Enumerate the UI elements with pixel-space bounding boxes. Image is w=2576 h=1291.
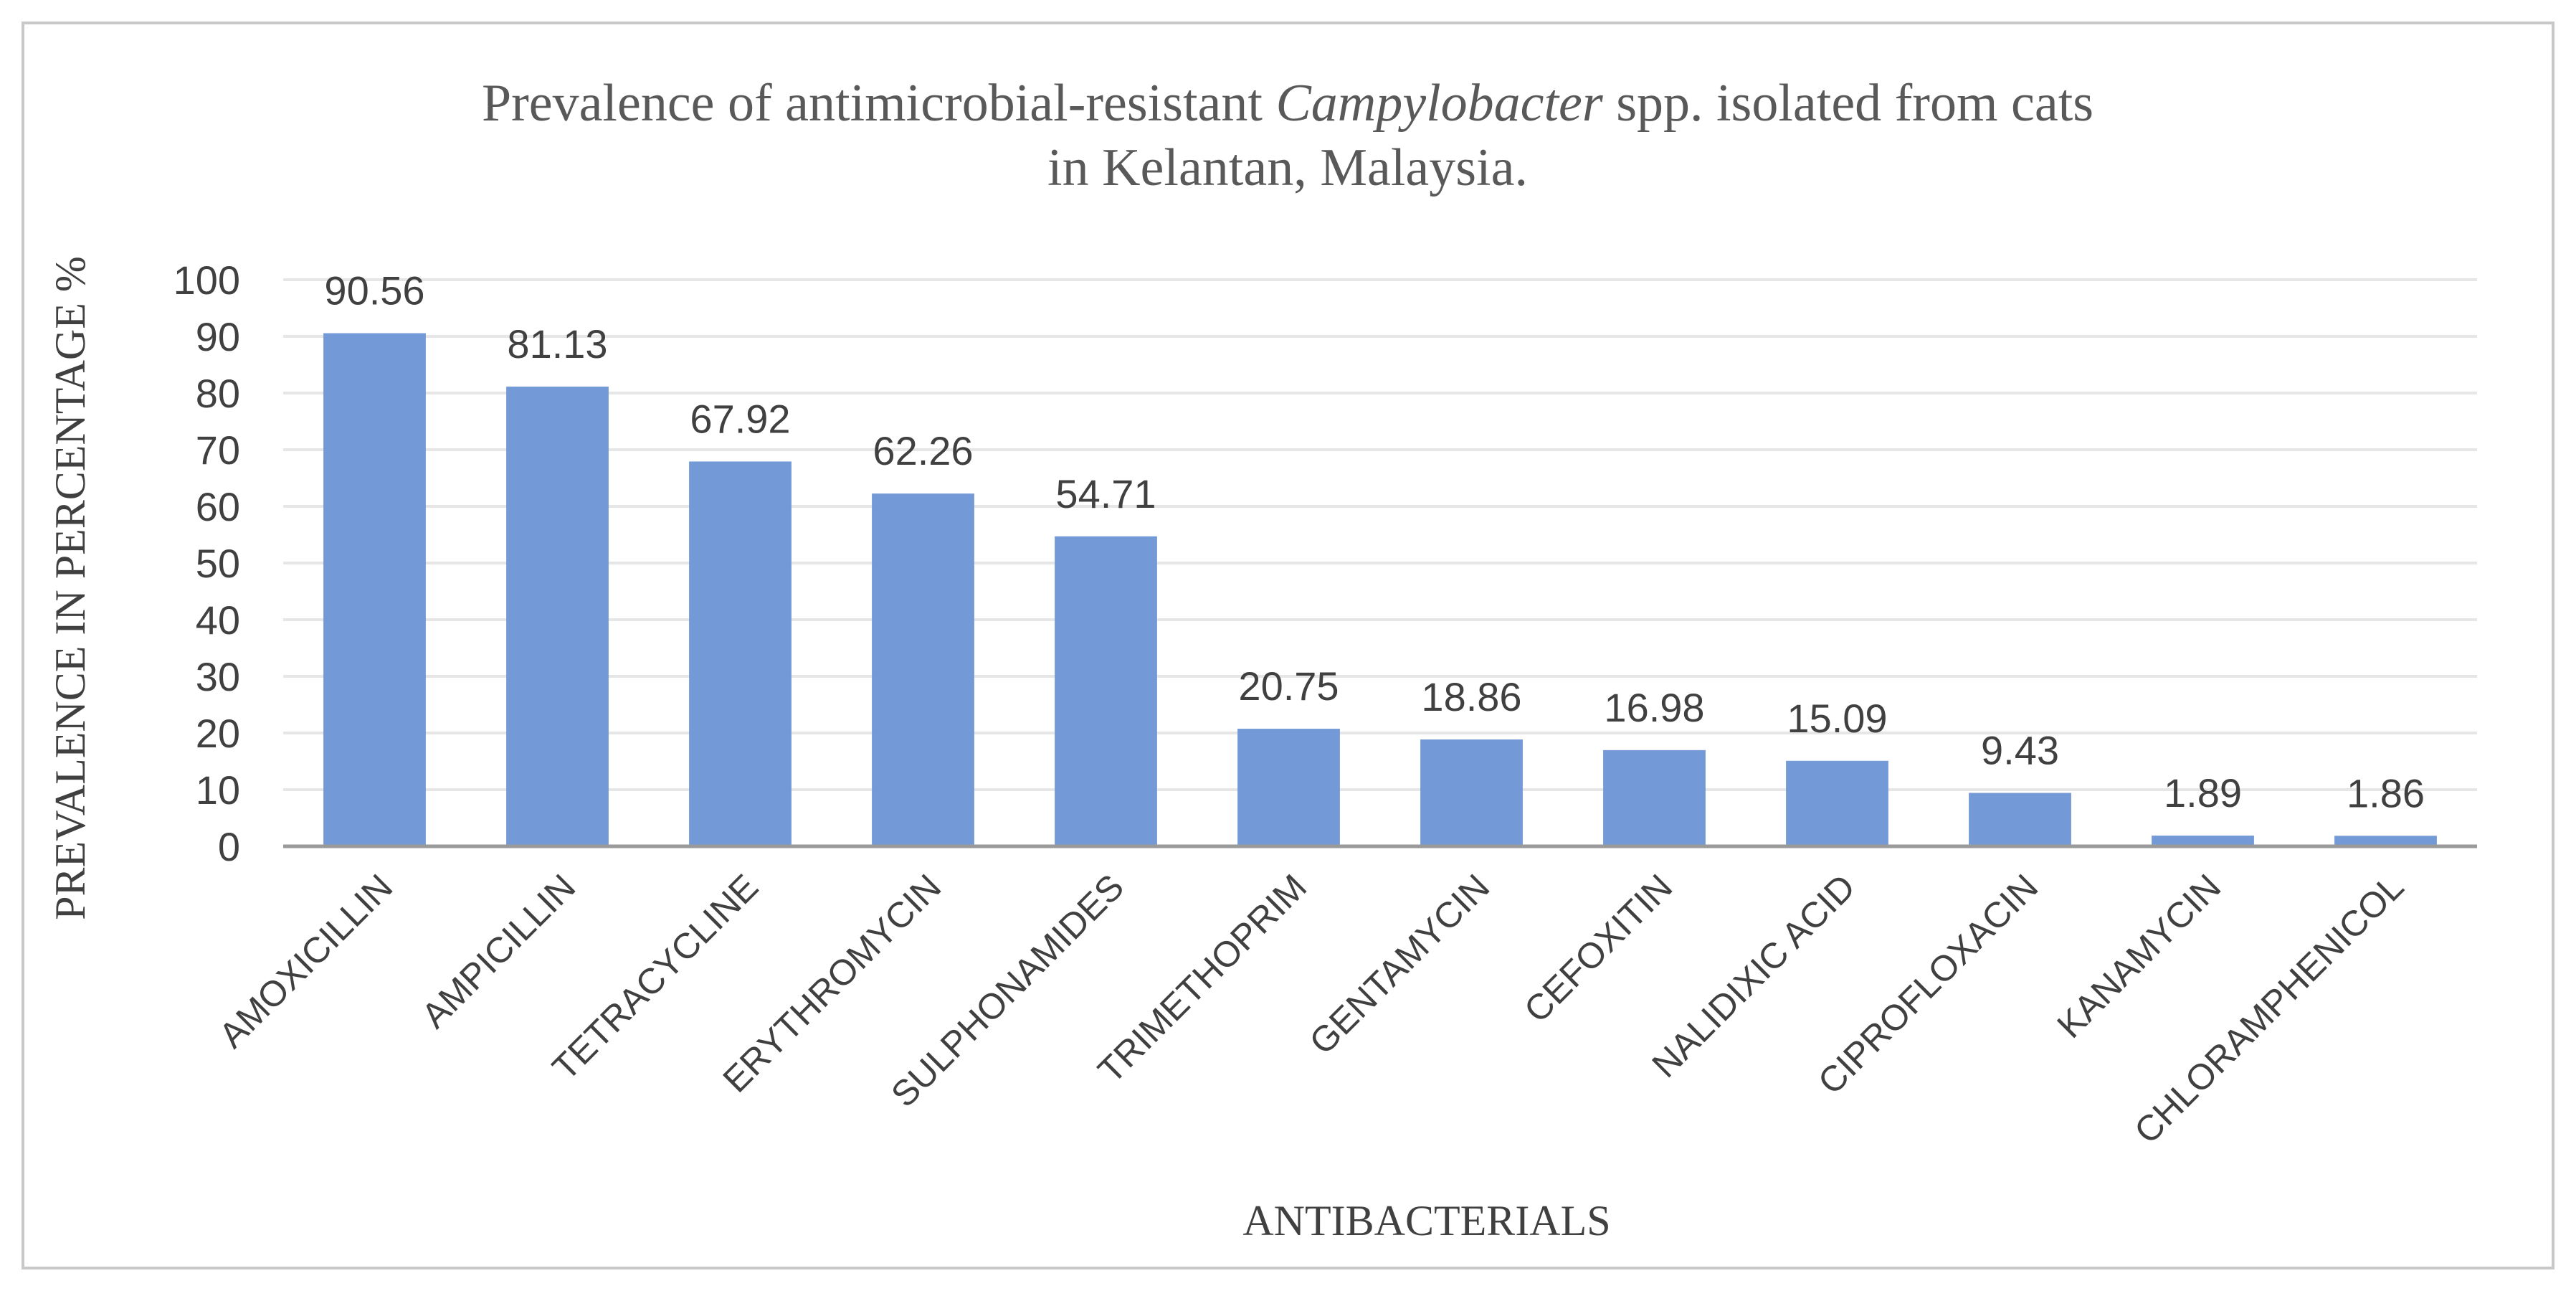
chart-title-part-2: spp. isolated from cats <box>1603 74 2093 133</box>
chart-title-part-1: Campylobacter <box>1275 74 1603 133</box>
data-label-nalidixic-acid: 15.09 <box>1787 696 1887 741</box>
category-label-kanamycin: KANAMYCIN <box>2049 866 2228 1046</box>
bar-nalidixic-acid <box>1786 760 1888 846</box>
bar-ampicillin <box>506 387 609 846</box>
bar-erythromycin <box>872 493 974 846</box>
category-label-cefoxitin: CEFOXITIN <box>1516 866 1680 1030</box>
chart-title: Prevalence of antimicrobial-resistant Ca… <box>482 74 2093 197</box>
bar-trimethoprim <box>1237 729 1340 846</box>
bar-ciprofloxacin <box>1969 793 2071 846</box>
bar-gentamycin <box>1420 739 1523 846</box>
bar-tetracycline <box>689 461 792 846</box>
y-tick-label-90: 90 <box>196 314 240 359</box>
y-tick-label-100: 100 <box>174 257 240 303</box>
category-label-gentamycin: GENTAMYCIN <box>1302 866 1498 1062</box>
category-label-nalidixic-acid: NALIDIXIC ACID <box>1644 866 1863 1085</box>
data-label-trimethoprim: 20.75 <box>1238 663 1339 709</box>
category-label-amoxicillin: AMOXICILLIN <box>212 866 401 1056</box>
y-tick-label-60: 60 <box>196 484 240 529</box>
y-tick-label-40: 40 <box>196 597 240 643</box>
data-label-sulphonamides: 54.71 <box>1055 471 1156 516</box>
data-label-kanamycin: 1.89 <box>2164 770 2242 815</box>
data-labels: 90.56 81.13 67.92 62.26 54.71 20.75 18.86 16.98… <box>324 268 2425 816</box>
y-tick-label-0: 0 <box>218 824 240 869</box>
y-tick-labels: 0 10 20 30 40 50 60 70 80 90 100 <box>174 257 240 869</box>
data-label-ampicillin: 81.13 <box>507 321 607 367</box>
data-label-erythromycin: 62.26 <box>873 428 973 473</box>
y-tick-label-70: 70 <box>196 427 240 473</box>
y-axis-title: PREVALENCE IN PERCENTAGE % <box>47 256 94 920</box>
chart-title-part-0: Prevalence of antimicrobial-resistant <box>482 74 1276 133</box>
y-tick-label-50: 50 <box>196 541 240 586</box>
bar-cefoxitin <box>1603 749 1706 846</box>
chart-title-line-2: in Kelantan, Malaysia. <box>1047 138 1528 197</box>
bars <box>323 333 2437 846</box>
y-tick-label-80: 80 <box>196 371 240 416</box>
data-label-gentamycin: 18.86 <box>1421 674 1521 719</box>
gridlines <box>283 278 2477 791</box>
data-label-tetracycline: 67.92 <box>690 396 790 441</box>
data-label-cefoxitin: 16.98 <box>1604 685 1704 730</box>
data-label-chloramphenicol: 1.86 <box>2347 770 2425 815</box>
category-label-ampicillin: AMPICILLIN <box>414 866 583 1036</box>
chart-frame <box>22 22 2554 1269</box>
x-axis-title: ANTIBACTERIALS <box>1242 1197 1610 1244</box>
x-category-labels: AMOXICILLIN AMPICILLINTETRACYCLINEERYTHRO… <box>212 866 2412 1151</box>
bar-chloramphenicol <box>2334 836 2437 846</box>
data-label-ciprofloxacin: 9.43 <box>1981 728 2059 773</box>
y-tick-label-20: 20 <box>196 711 240 756</box>
data-label-amoxicillin: 90.56 <box>324 268 424 313</box>
chart-title-line-1: Prevalence of antimicrobial-resistant Ca… <box>482 74 2093 133</box>
y-tick-label-10: 10 <box>196 767 240 813</box>
y-tick-label-30: 30 <box>196 654 240 699</box>
bar-sulphonamides <box>1055 536 1157 846</box>
bar-kanamycin <box>2152 836 2254 846</box>
bar-amoxicillin <box>323 333 426 846</box>
